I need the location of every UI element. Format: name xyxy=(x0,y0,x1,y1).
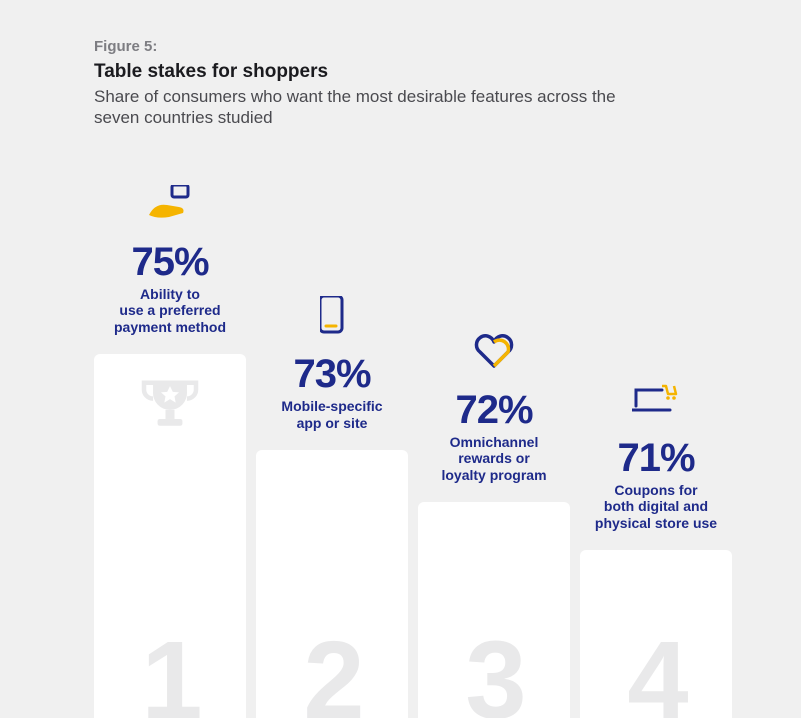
podium-bar: 1 xyxy=(94,354,246,718)
bar-column: 75%Ability touse a preferredpayment meth… xyxy=(94,178,246,718)
heart-icon xyxy=(418,326,570,376)
feature-label: Mobile-specificapp or site xyxy=(256,398,408,432)
trophy-icon xyxy=(141,376,199,433)
feature-label: Ability touse a preferredpayment method xyxy=(94,286,246,336)
feature-label: Omnichannelrewards orloyalty program xyxy=(418,434,570,484)
podium-bar: 3 xyxy=(418,502,570,718)
chart-title: Table stakes for shoppers xyxy=(94,61,654,84)
percent-value: 73% xyxy=(256,354,408,394)
podium-bar: 4 xyxy=(580,550,732,718)
bar-column: 71%Coupons forboth digital andphysical s… xyxy=(580,374,732,718)
podium-bar: 2 xyxy=(256,450,408,718)
rank-number: 1 xyxy=(94,626,246,718)
chart-header: Figure 5: Table stakes for shoppers Shar… xyxy=(94,38,654,128)
percent-value: 75% xyxy=(94,242,246,282)
chart-subtitle: Share of consumers who want the most des… xyxy=(94,86,654,129)
bar-stage: 75%Ability touse a preferredpayment meth… xyxy=(0,158,801,718)
percent-value: 72% xyxy=(418,390,570,430)
rank-number: 2 xyxy=(256,626,408,718)
percent-value: 71% xyxy=(580,438,732,478)
feature-label: Coupons forboth digital andphysical stor… xyxy=(580,482,732,532)
bar-column: 72%Omnichannelrewards orloyalty program 3 xyxy=(418,326,570,718)
hand-card-icon xyxy=(94,178,246,228)
rank-number: 4 xyxy=(580,626,732,718)
mobile-icon xyxy=(256,290,408,340)
bar-column: 73% Mobile-specificapp or site 2 xyxy=(256,290,408,718)
figure-label: Figure 5: xyxy=(94,38,654,55)
rank-number: 3 xyxy=(418,626,570,718)
laptop-cart-icon xyxy=(580,374,732,424)
